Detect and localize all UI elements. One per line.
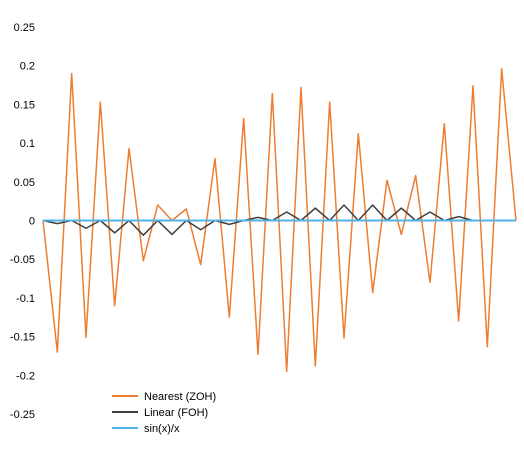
series-layer — [42, 68, 517, 373]
legend-label: Nearest (ZOH) — [144, 391, 216, 403]
legend-label: sin(x)/x — [144, 423, 180, 435]
y-tick-label: 0.25 — [14, 22, 35, 34]
y-tick-label: -0.1 — [16, 293, 35, 305]
y-tick-label: 0.2 — [20, 61, 35, 73]
legend: Nearest (ZOH) Linear (FOH) sin(x)/x — [112, 391, 216, 435]
y-tick-label: 0.05 — [14, 177, 35, 189]
y-axis-ticks: 0.25 0.2 0.15 0.1 0.05 0 -0.05 -0.1 -0.15 -0.2 -0.… — [10, 22, 35, 421]
y-tick-label: -0.2 — [16, 370, 35, 382]
y-tick-label: 0 — [29, 216, 35, 228]
y-tick-label: -0.25 — [10, 409, 35, 421]
legend-label: Linear (FOH) — [144, 407, 208, 419]
y-tick-label: -0.15 — [10, 332, 35, 344]
y-tick-label: -0.05 — [10, 254, 35, 266]
y-tick-label: 0.1 — [20, 138, 35, 150]
y-tick-label: 0.15 — [14, 99, 35, 111]
series-line-linear-foh — [42, 204, 516, 236]
